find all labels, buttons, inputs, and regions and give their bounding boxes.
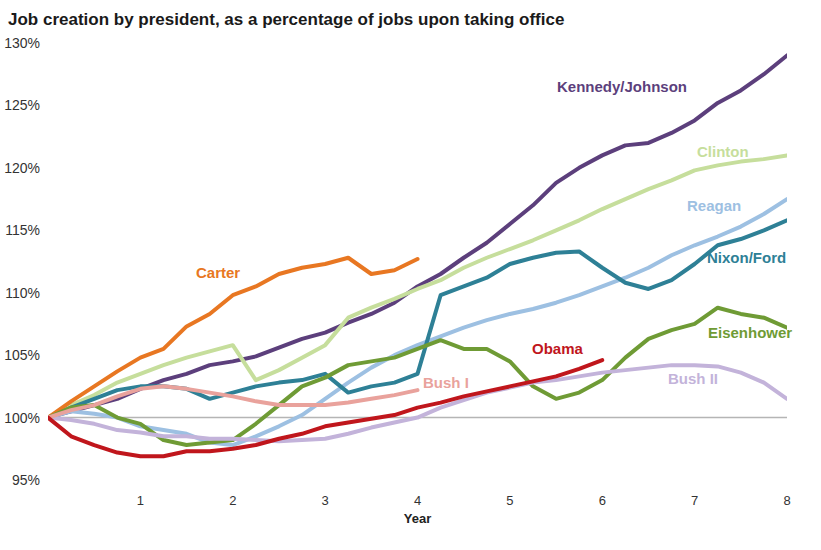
chart: Job creation by president, as a percenta… [0, 0, 821, 550]
title: Job creation by president, as a percenta… [8, 10, 564, 29]
series-line [48, 386, 418, 417]
series-line [48, 258, 418, 418]
series-label: Eisenhower [708, 324, 792, 341]
x-tick-label: 3 [322, 493, 329, 508]
y-tick-label: 105% [4, 347, 40, 363]
series-line [48, 308, 787, 445]
y-tick-label: 130% [4, 35, 40, 51]
series-line [48, 360, 602, 456]
series-label: Bush I [423, 374, 469, 391]
x-tick-label: 5 [506, 493, 513, 508]
series-label: Bush II [668, 370, 718, 387]
series-line [48, 220, 787, 417]
series-label: Kennedy/Johnson [557, 78, 687, 95]
y-tick-label: 95% [12, 472, 40, 488]
x-tick-label: 8 [783, 493, 790, 508]
series-line [48, 155, 787, 417]
y-tick-label: 125% [4, 97, 40, 113]
series-label: Obama [532, 340, 584, 357]
series-label: Carter [196, 264, 240, 281]
series-line [48, 365, 787, 441]
x-tick-label: 7 [691, 493, 698, 508]
series-label: Nixon/Ford [707, 249, 786, 266]
y-tick-label: 120% [4, 160, 40, 176]
series-label: Reagan [687, 197, 741, 214]
y-tick-label: 115% [5, 222, 40, 238]
plot-lines [48, 55, 787, 456]
x-tick-label: 2 [229, 493, 236, 508]
x-tick-label: 1 [137, 493, 144, 508]
x-axis-label: Year [404, 511, 431, 526]
x-tick-label: 6 [599, 493, 606, 508]
y-tick-label: 110% [5, 285, 40, 301]
y-tick-label: 100% [4, 410, 40, 426]
series-label: Clinton [697, 143, 749, 160]
x-tick-label: 4 [414, 493, 421, 508]
